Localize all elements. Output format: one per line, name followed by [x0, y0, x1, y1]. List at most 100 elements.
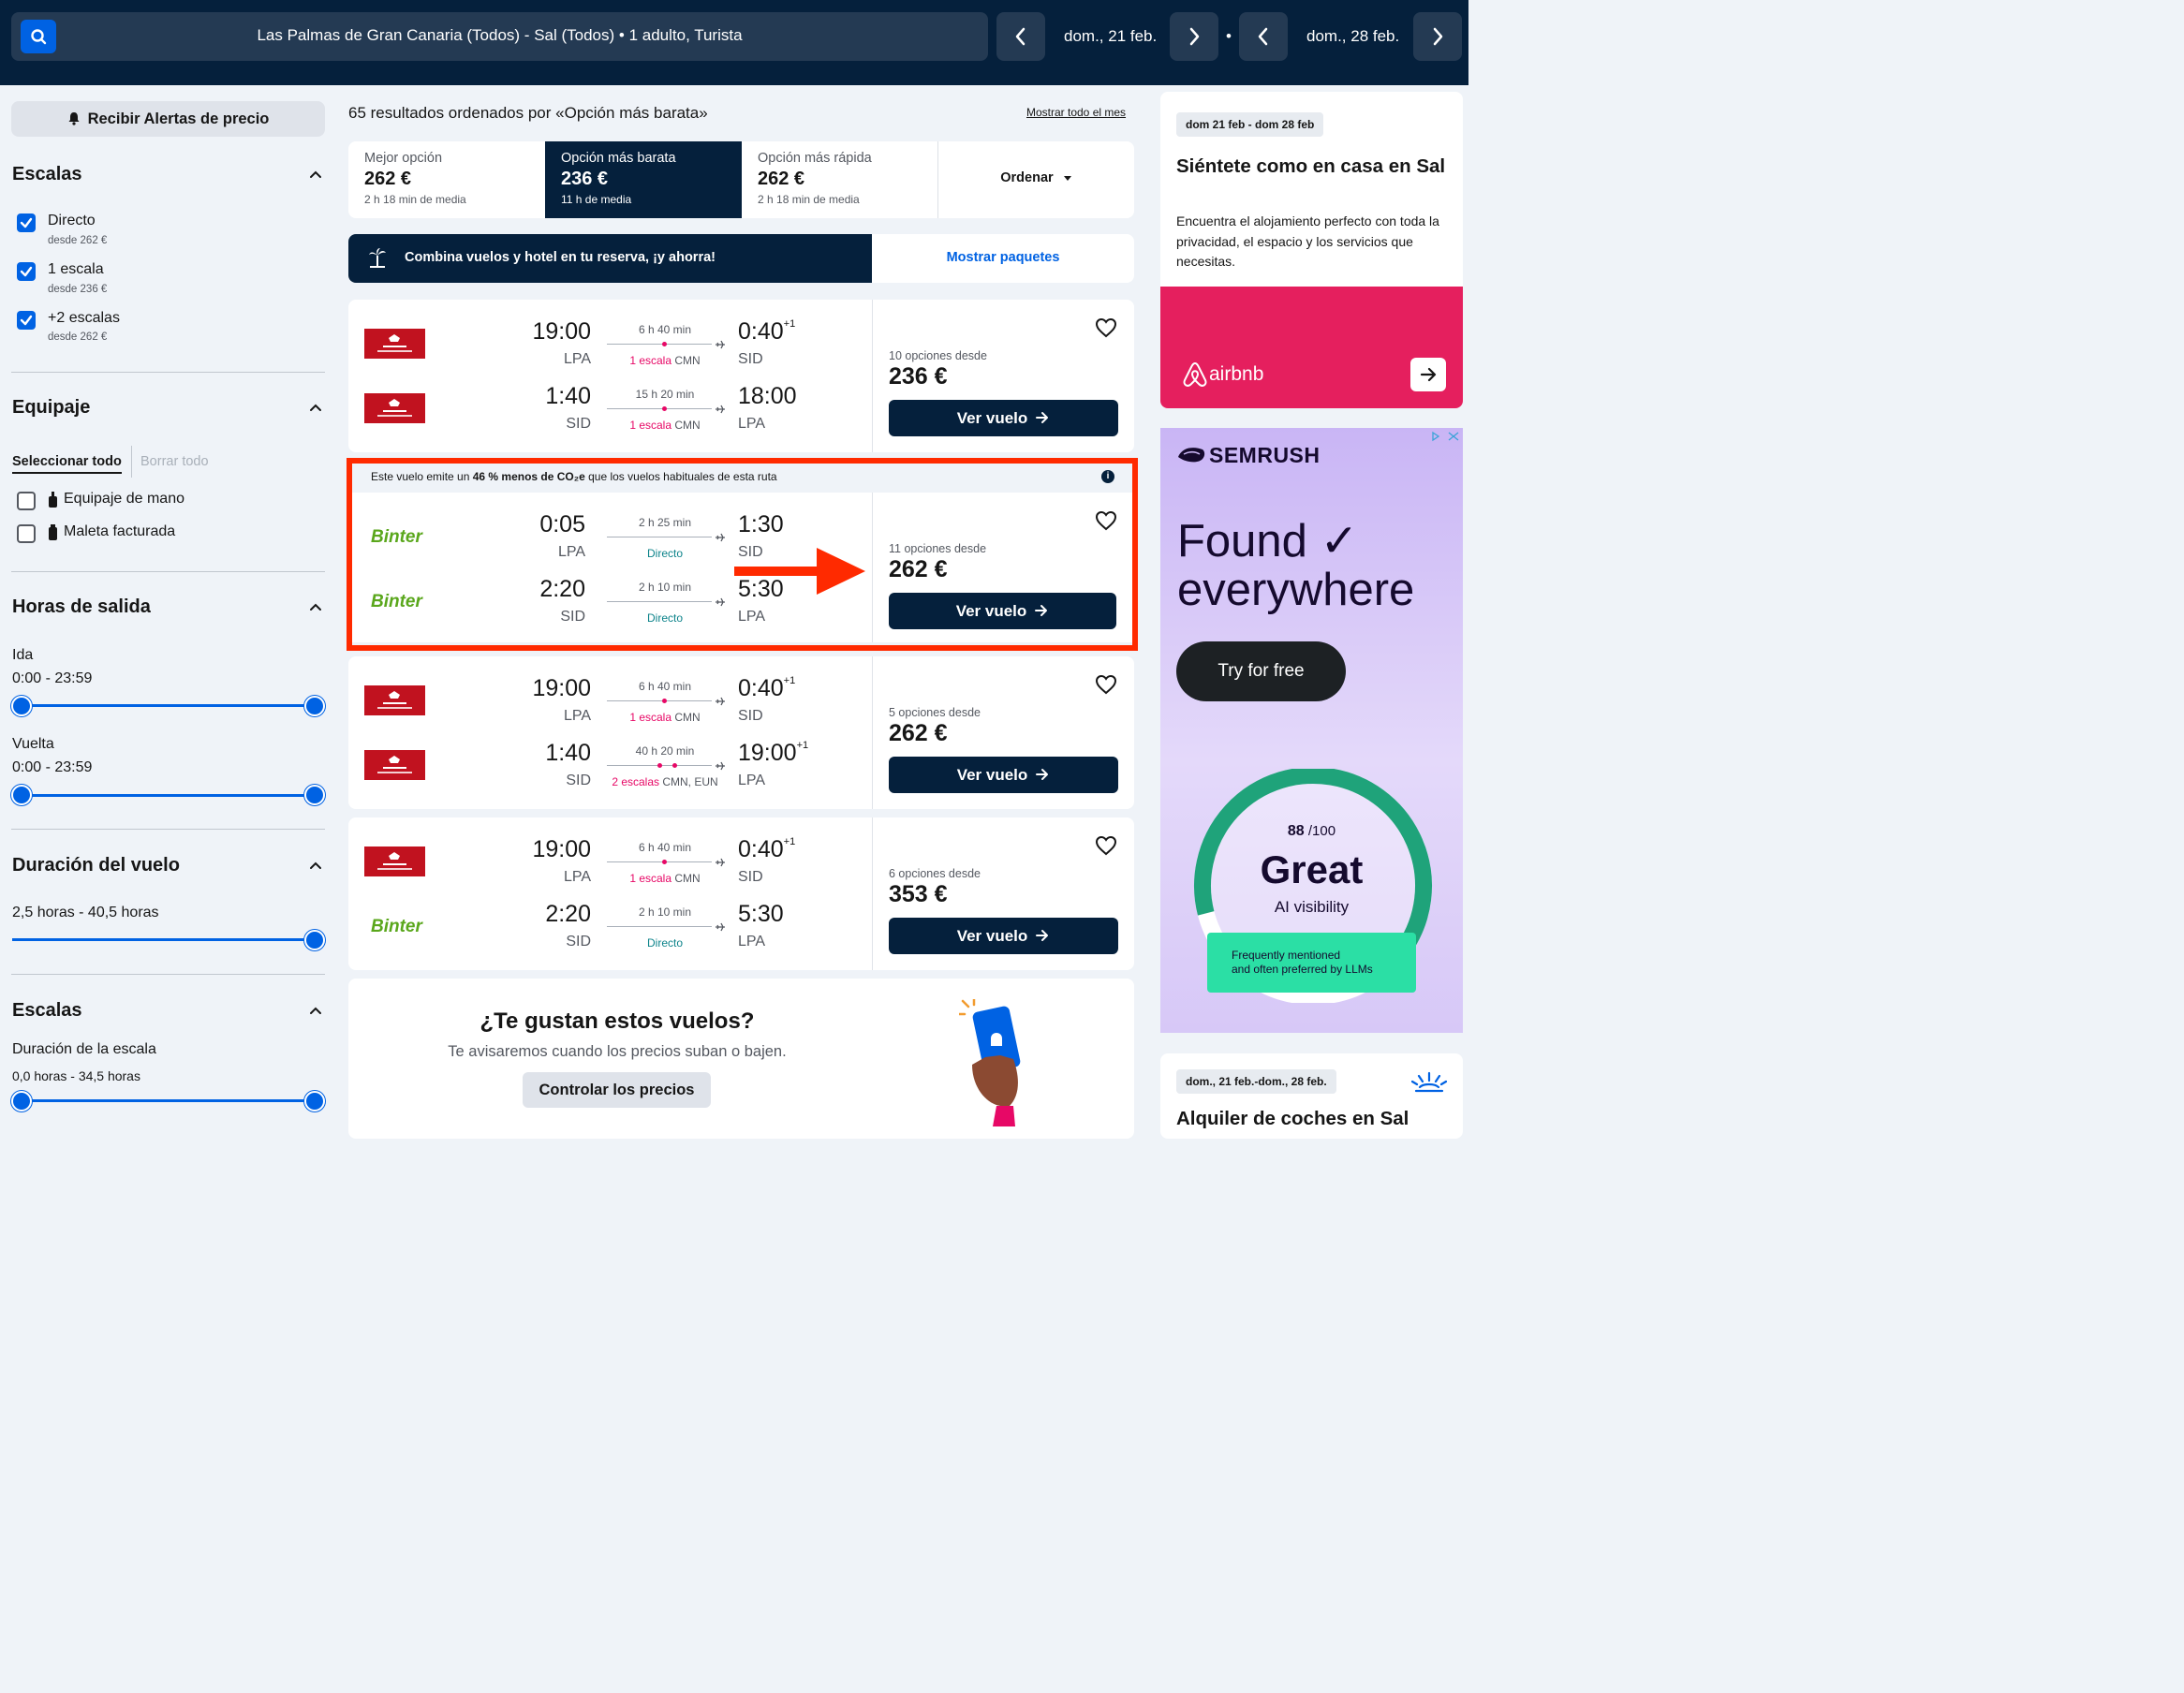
promo-message-panel: Combina vuelos y hotel en tu reserva, ¡y… — [348, 234, 872, 283]
flight-card[interactable]: Binter 0:05 LPA 2 h 25 min Directo 1:30 SID Bin… — [352, 493, 1132, 642]
sort-dropdown[interactable]: Ordenar — [938, 170, 1134, 185]
co2-suffix: que los vuelos habituales de esta ruta — [584, 470, 777, 483]
depart-date[interactable]: dom., 21 feb. — [1064, 27, 1158, 45]
car-rental-card[interactable]: dom., 21 feb.-dom., 28 feb. Alquiler de … — [1160, 1053, 1463, 1139]
airbnb-panel[interactable]: airbnb — [1160, 287, 1463, 408]
accommodation-card[interactable]: dom 21 feb - dom 28 feb Siéntete como en… — [1160, 92, 1463, 408]
tab-cheapest[interactable]: Opción más barata 236 € 11 h de media — [545, 141, 742, 218]
try-for-free-button[interactable]: Try for free — [1176, 641, 1346, 701]
return-slider-max-handle[interactable] — [304, 785, 325, 805]
ad-headline-line1: Found ✓ — [1177, 516, 1359, 567]
plane-icon — [715, 759, 726, 771]
view-flight-button[interactable]: Ver vuelo — [889, 593, 1116, 629]
airbnb-open-button[interactable] — [1410, 358, 1446, 391]
show-packages-link[interactable]: Mostrar paquetes — [946, 250, 1060, 265]
plane-icon — [715, 920, 726, 932]
checked-bag-checkbox[interactable] — [17, 524, 36, 543]
favorite-heart-icon[interactable] — [1095, 317, 1117, 338]
info-icon[interactable]: i — [1101, 470, 1114, 483]
view-flight-button[interactable]: Ver vuelo — [889, 400, 1118, 436]
route-line — [607, 700, 712, 701]
stop-one-label[interactable]: 1 escala — [48, 261, 104, 277]
prev-depart-date-button[interactable] — [996, 12, 1045, 61]
arrival-time-value: 5:30 — [738, 901, 784, 927]
outbound-slider-max-handle[interactable] — [304, 696, 325, 716]
route-summary[interactable]: Las Palmas de Gran Canaria (Todos) - Sal… — [257, 26, 743, 44]
checked-bag-label[interactable]: Maleta facturada — [64, 523, 176, 539]
price-alert-button[interactable]: Recibir Alertas de precio — [11, 101, 325, 137]
stop-two-plus-label[interactable]: +2 escalas — [48, 310, 120, 326]
prev-return-date-button[interactable] — [1239, 12, 1288, 61]
select-all-link[interactable]: Seleccionar todo — [12, 454, 122, 474]
stop-one-price: desde 236 € — [48, 284, 108, 295]
departure-times-title: Horas de salida — [12, 596, 151, 617]
track-prices-button[interactable]: Controlar los precios — [523, 1072, 711, 1108]
next-day-indicator: +1 — [783, 318, 796, 330]
layover-slider-min-handle[interactable] — [11, 1091, 32, 1111]
chevron-up-icon[interactable] — [309, 861, 322, 870]
stops-count: 1 escala — [629, 354, 672, 367]
departure-airport: LPA — [563, 869, 591, 885]
flight-card[interactable]: 19:00 LPA 6 h 40 min 1 escala CMN 0:40+1 SID B… — [348, 817, 1134, 970]
return-slider-min-handle[interactable] — [11, 785, 32, 805]
favorite-heart-icon[interactable] — [1095, 835, 1117, 856]
chevron-right-icon — [1189, 27, 1200, 46]
carry-on-checkbox[interactable] — [17, 492, 36, 510]
stop-two-plus-checkbox[interactable] — [17, 311, 36, 330]
tab-fastest-price: 262 € — [758, 169, 805, 189]
price-alert-label: Recibir Alertas de precio — [87, 110, 270, 127]
flight-card[interactable]: 19:00 LPA 6 h 40 min 1 escala CMN 0:40+1 SID 1… — [348, 656, 1134, 809]
car-dates-pill: dom., 21 feb.-dom., 28 feb. — [1176, 1069, 1336, 1094]
options-count: 6 opciones desde — [889, 867, 981, 880]
clear-all-link[interactable]: Borrar todo — [140, 454, 209, 469]
chevron-up-icon[interactable] — [309, 602, 322, 611]
stop-dot — [662, 860, 667, 864]
departure-time: 1:40 — [545, 383, 591, 409]
flight-duration: 6 h 40 min — [638, 323, 692, 336]
check-icon — [20, 217, 33, 228]
outbound-slider-min-handle[interactable] — [11, 696, 32, 716]
search-icon[interactable] — [21, 20, 56, 53]
stop-airports: CMN — [671, 872, 701, 885]
flight-duration: 6 h 40 min — [638, 680, 692, 693]
stop-direct-label[interactable]: Directo — [48, 213, 96, 228]
stop-one-checkbox[interactable] — [17, 262, 36, 281]
carry-on-label[interactable]: Equipaje de mano — [64, 491, 184, 507]
route-line — [607, 601, 712, 602]
ad-choices-icon[interactable] — [1430, 431, 1460, 442]
return-slider-track[interactable] — [22, 794, 314, 797]
stops-count: 2 escalas — [612, 775, 660, 788]
duration-slider-handle[interactable] — [304, 930, 325, 950]
tab-fastest[interactable]: Opción más rápida 262 € 2 h 18 min de me… — [742, 141, 938, 218]
return-date[interactable]: dom., 28 feb. — [1306, 27, 1400, 45]
favorite-heart-icon[interactable] — [1095, 510, 1117, 531]
car-rental-title: Alquiler de coches en Sal — [1176, 1108, 1409, 1129]
layover-slider-max-handle[interactable] — [304, 1091, 325, 1111]
tab-cheapest-duration: 11 h de media — [561, 193, 632, 206]
layover-filter-title: Escalas — [12, 1000, 82, 1021]
arrival-airport: LPA — [738, 773, 766, 788]
arrival-time-value: 5:30 — [738, 576, 784, 602]
layover-slider-track[interactable] — [22, 1099, 314, 1102]
departure-airport: SID — [566, 416, 591, 432]
outbound-slider-track[interactable] — [22, 704, 314, 707]
view-flight-button[interactable]: Ver vuelo — [889, 918, 1118, 954]
stops-count: 1 escala — [629, 872, 672, 885]
search-summary[interactable]: Las Palmas de Gran Canaria (Todos) - Sal… — [11, 12, 988, 61]
duration-slider-track[interactable] — [12, 938, 314, 941]
airline-logo-binter: Binter — [371, 592, 422, 611]
semrush-advertisement[interactable]: SEMRUSH Found ✓ everywhere Try for free … — [1160, 428, 1463, 1033]
favorite-heart-icon[interactable] — [1095, 674, 1117, 695]
baggage-filter-title: Equipaje — [12, 397, 91, 418]
chevron-up-icon[interactable] — [309, 169, 322, 179]
chevron-up-icon[interactable] — [309, 1006, 322, 1015]
next-return-date-button[interactable] — [1413, 12, 1462, 61]
view-flight-button[interactable]: Ver vuelo — [889, 757, 1118, 793]
arrival-time-value: 1:30 — [738, 511, 784, 537]
tab-best[interactable]: Mejor opción 262 € 2 h 18 min de media — [348, 141, 545, 218]
stop-direct-checkbox[interactable] — [17, 213, 36, 232]
show-month-link[interactable]: Mostrar todo el mes — [1026, 106, 1127, 119]
chevron-up-icon[interactable] — [309, 403, 322, 412]
flight-card[interactable]: 19:00 LPA 6 h 40 min 1 escala CMN 0:40+1 SID 1… — [348, 300, 1134, 452]
next-depart-date-button[interactable] — [1170, 12, 1218, 61]
